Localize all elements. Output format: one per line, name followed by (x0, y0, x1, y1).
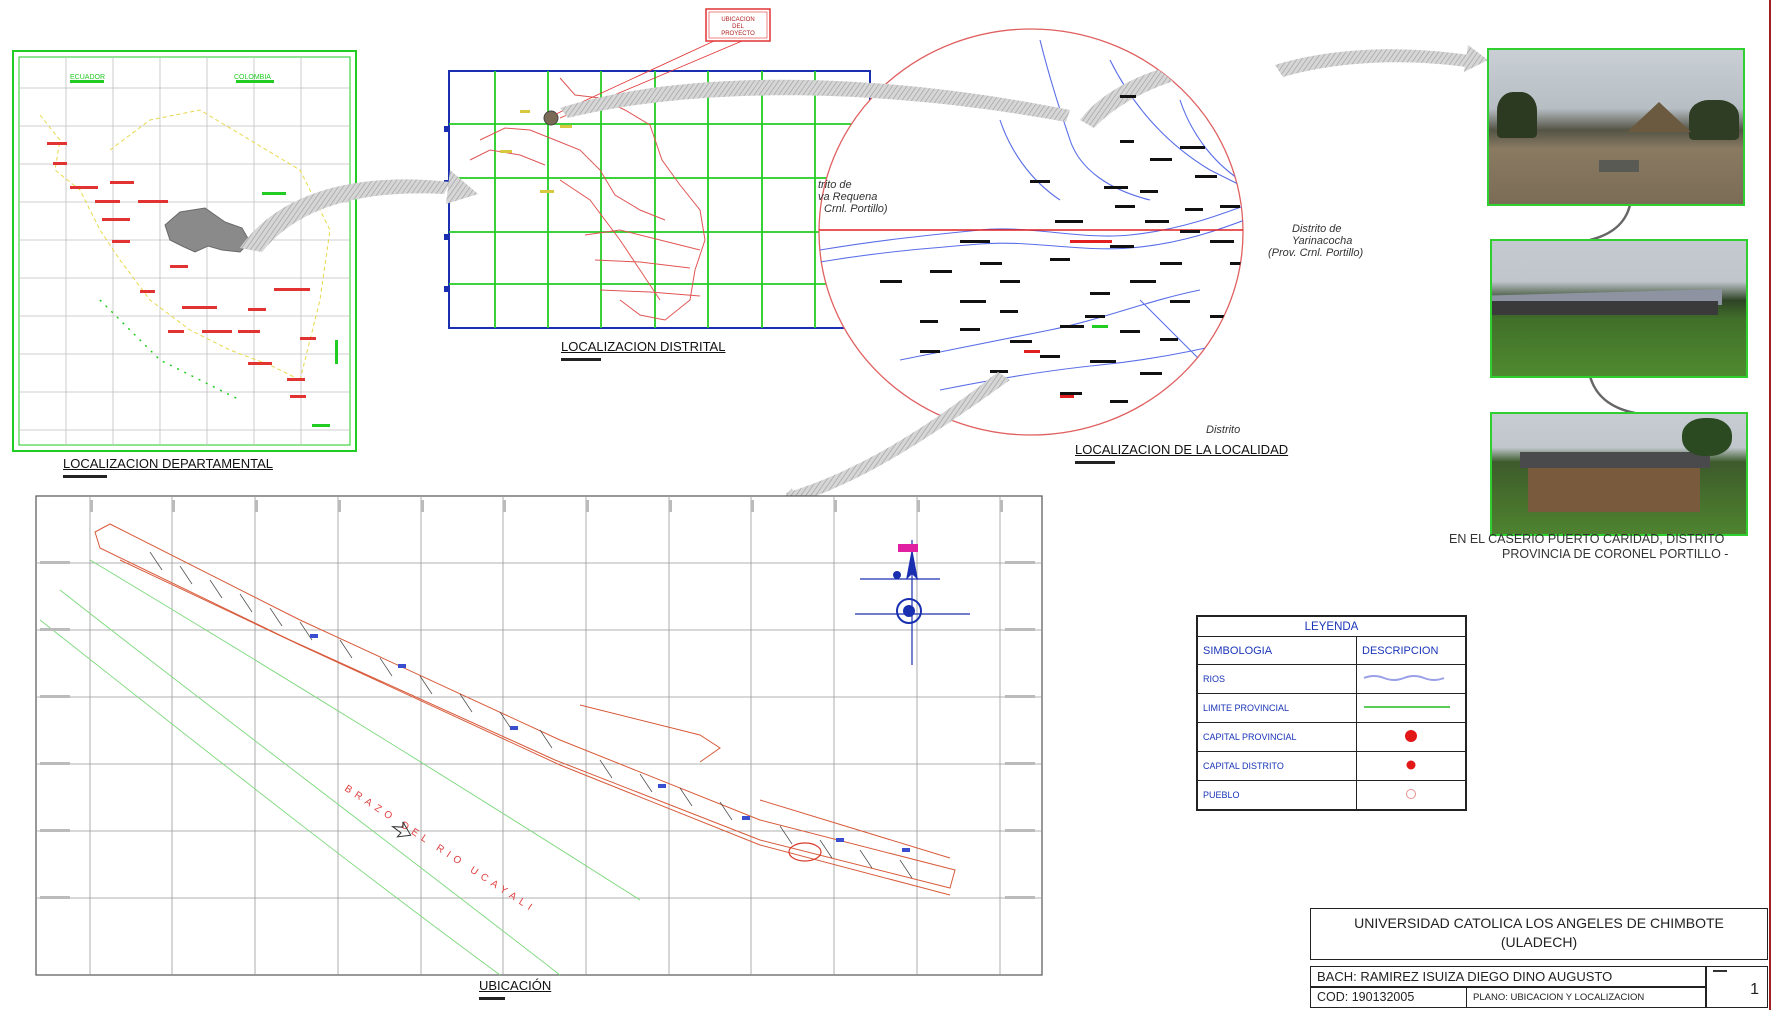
legend-row-label: RIOS (1197, 664, 1357, 694)
district-label-left-1: trito de (818, 179, 852, 191)
sheet-number: 1 (1750, 981, 1759, 998)
distrital-map (444, 70, 871, 329)
legend-table: LEYENDA SIMBOLOGIA DESCRIPCION RIOS LIMI… (1196, 615, 1467, 811)
district-label-right-1: Distrito de (1292, 223, 1342, 235)
departamental-map: ECUADOR COLOMBIA (12, 50, 357, 452)
legend-symbol-town (1356, 780, 1466, 810)
legend-symbol-district-capital (1356, 751, 1466, 781)
caption-localidad: LOCALIZACION DE LA LOCALIDAD (1075, 442, 1289, 457)
title-block-university: UNIVERSIDAD CATOLICA LOS ANGELES DE CHIM… (1310, 908, 1768, 960)
caption-ubicacion: UBICACIÓN (479, 978, 552, 993)
callout-line-1: UBICACION (721, 17, 754, 23)
legend-row-label: CAPITAL DISTRITO (1197, 751, 1357, 781)
caption-distrital: LOCALIZACION DISTRITAL (561, 339, 726, 354)
country-label-right: COLOMBIA (234, 74, 271, 81)
title-block-author: BACH: RAMIREZ ISUIZA DIEGO DINO AUGUSTO (1310, 966, 1706, 987)
photo-caption-line-2: PROVINCIA DE CORONEL PORTILLO - (1502, 547, 1729, 561)
localidad-map: trito de va Requena Crnl. Portillo) Dist… (818, 28, 1363, 436)
district-label-bottom: Distrito (1206, 424, 1240, 436)
legend-row-label: CAPITAL PROVINCIAL (1197, 722, 1357, 752)
legend-symbol-provincial-capital (1356, 722, 1466, 752)
scale-bar (561, 358, 601, 361)
village-photo-3 (1490, 412, 1748, 536)
university-acronym: (ULADECH) (1500, 934, 1578, 950)
title-block-plan: PLANO: UBICACION Y LOCALIZACION (1466, 987, 1706, 1008)
callout-line-2: DEL (732, 24, 744, 30)
scale-bar (479, 997, 505, 1000)
scale-bar (1075, 461, 1115, 464)
legend-title: LEYENDA (1197, 616, 1466, 637)
callout-line-3: PROYECTO (721, 31, 755, 37)
caption-departamental: LOCALIZACION DEPARTAMENTAL (63, 456, 273, 471)
district-label-left-3: Crnl. Portillo) (824, 203, 888, 215)
legend-col-description: DESCRIPCION (1356, 636, 1466, 665)
district-label-right-2: Yarinacocha (1292, 235, 1352, 247)
sheet-label-mark (1713, 970, 1727, 972)
country-label-left: ECUADOR (70, 74, 105, 81)
legend-row-label: PUEBLO (1197, 780, 1357, 810)
village-photo-1 (1487, 48, 1745, 206)
north-arrow-icon (855, 540, 970, 665)
student-code: COD: 190132005 (1317, 990, 1415, 1004)
legend-row-label: LIMITE PROVINCIAL (1197, 693, 1357, 723)
connector-arrows (240, 45, 1636, 512)
author-name: BACH: RAMIREZ ISUIZA DIEGO DINO AUGUSTO (1317, 969, 1613, 984)
plan-name: PLANO: UBICACION Y LOCALIZACION (1473, 992, 1645, 1003)
district-label-left-2: va Requena (818, 191, 877, 203)
title-block-code: COD: 190132005 (1310, 987, 1467, 1008)
legend-symbol-river (1356, 664, 1466, 694)
site-plan: BRAZO DEL RIO UCAYALI (35, 495, 1043, 976)
village-photo-2 (1490, 239, 1748, 378)
university-name: UNIVERSIDAD CATOLICA LOS ANGELES DE CHIM… (1354, 915, 1724, 931)
legend-col-symbology: SIMBOLOGIA (1197, 636, 1357, 665)
legend-symbol-boundary (1356, 693, 1466, 723)
photo-caption-line-1: EN EL CASERIO PUERTO CARIDAD, DISTRITO (1449, 532, 1725, 546)
scale-bar (63, 475, 107, 478)
district-label-right-3: (Prov. Crnl. Portillo) (1268, 247, 1363, 259)
title-block-sheet: 1 (1706, 966, 1768, 1008)
